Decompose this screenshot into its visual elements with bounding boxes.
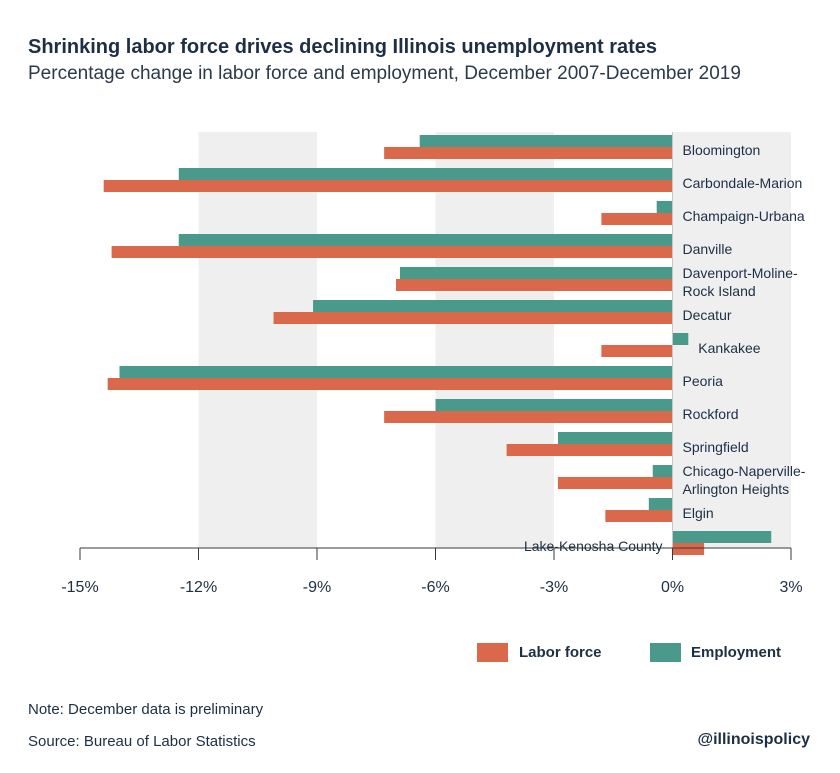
employment-bar (419, 135, 673, 147)
bars (103, 135, 772, 555)
labor-force-bar (672, 543, 705, 555)
labor-force-bar (103, 180, 673, 192)
employment-bar (672, 333, 689, 345)
employment-bar (672, 531, 772, 543)
legend-label: Labor force (519, 644, 602, 661)
employment-bar (178, 168, 673, 180)
legend-swatch (477, 643, 508, 662)
chart-title: Shrinking labor force drives declining I… (28, 36, 658, 58)
employment-bar (435, 399, 673, 411)
x-tick-label: -3% (540, 579, 568, 596)
x-tick-label: -6% (421, 579, 449, 596)
background-band (198, 132, 317, 548)
labor-force-bar (384, 147, 673, 159)
labor-force-bar (601, 213, 673, 225)
x-tick-label: 3% (779, 579, 802, 596)
labor-force-bar (605, 510, 673, 522)
category-label: Rockford (683, 406, 739, 422)
labor-force-bar (557, 477, 673, 489)
category-label: Lake-Kenosha County (524, 538, 663, 554)
employment-bar (652, 465, 673, 477)
employment-bar (399, 267, 673, 279)
brand-handle: @illinoispolicy (697, 731, 810, 748)
legend-label: Employment (691, 644, 781, 661)
bar-chart: -15% -12% -9% -6% -3% 0% 3% Bloomington Carbond… (61, 132, 806, 662)
x-tick-label: -9% (303, 579, 331, 596)
x-tick-label: -12% (180, 579, 217, 596)
category-label: Springfield (683, 439, 749, 455)
category-label: Kankakee (698, 340, 760, 356)
x-tick-label: 0% (661, 579, 684, 596)
chart-subtitle: Percentage change in labor force and emp… (28, 63, 741, 84)
background-bands (198, 132, 791, 548)
employment-bar (313, 300, 673, 312)
employment-bar (648, 498, 673, 510)
background-band (672, 132, 791, 548)
legend: Labor force Employment (477, 643, 781, 662)
category-label: Carbondale-Marion (683, 175, 803, 191)
background-band (435, 132, 554, 548)
employment-bar (656, 201, 673, 213)
labor-force-bar (384, 411, 673, 423)
x-axis: -15% -12% -9% -6% -3% 0% 3% (61, 132, 803, 596)
labor-force-bar (506, 444, 673, 456)
labor-force-bar (111, 246, 673, 258)
legend-swatch (650, 643, 681, 662)
labor-force-bar (601, 345, 673, 357)
employment-bar (119, 366, 673, 378)
labor-force-bar (107, 378, 673, 390)
x-tick-label: -15% (61, 579, 98, 596)
category-label: Decatur (683, 307, 732, 323)
labor-force-bar (396, 279, 673, 291)
category-labels: Bloomington Carbondale-Marion Champaign-Ur… (524, 142, 806, 554)
source-text: Source: Bureau of Labor Statistics (28, 733, 256, 750)
category-label: Elgin (683, 505, 714, 521)
category-label: Champaign-Urbana (683, 208, 805, 224)
category-label: Davenport-Moline-Rock Island (683, 265, 798, 299)
category-label: Danville (683, 241, 733, 257)
category-label: Chicago-Naperville-Arlington Heights (683, 463, 806, 497)
employment-bar (178, 234, 673, 246)
category-label: Bloomington (683, 142, 761, 158)
note-text: Note: December data is preliminary (28, 701, 264, 718)
labor-force-bar (273, 312, 673, 324)
category-label: Peoria (683, 373, 724, 389)
employment-bar (557, 432, 673, 444)
